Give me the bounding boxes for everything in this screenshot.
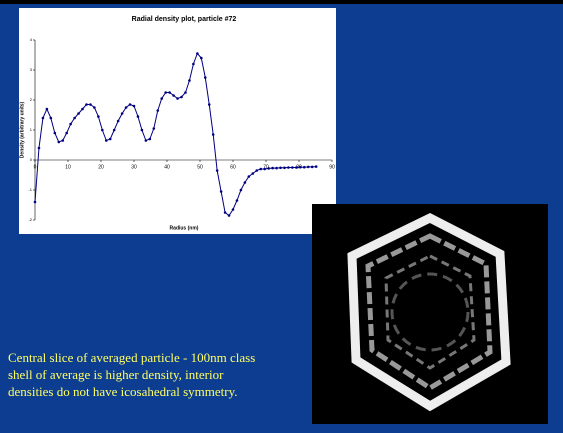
data-point <box>252 172 255 175</box>
y-axis-label: Density (arbitrary units) <box>19 101 25 158</box>
data-point <box>299 166 302 169</box>
data-point <box>192 63 195 66</box>
data-point <box>57 141 60 144</box>
data-point <box>224 211 227 214</box>
data-point <box>129 103 132 106</box>
data-point <box>46 108 49 111</box>
data-point <box>109 138 112 141</box>
x-tick-label: 10 <box>65 164 71 170</box>
data-point <box>160 97 163 100</box>
x-tick-label: 50 <box>197 164 203 170</box>
top-border <box>0 0 563 4</box>
data-point <box>125 106 128 109</box>
caption-line: densities do not have icosahedral symmet… <box>8 384 238 399</box>
chart-title: Radial density plot, particle #72 <box>132 16 237 23</box>
data-point <box>204 76 207 79</box>
data-point <box>240 189 243 192</box>
data-point <box>236 199 239 202</box>
data-point <box>311 166 314 169</box>
caption-line: shell of average is higher density, inte… <box>8 367 224 382</box>
x-tick-label: 90 <box>329 164 335 170</box>
data-point <box>208 103 211 106</box>
data-point <box>156 109 159 112</box>
data-point <box>101 129 104 132</box>
data-point <box>315 165 318 168</box>
data-point <box>93 106 96 109</box>
data-point <box>65 132 68 135</box>
data-point <box>168 91 171 94</box>
data-point <box>287 166 290 169</box>
data-point <box>50 117 53 120</box>
x-tick-label: 60 <box>230 164 236 170</box>
data-point <box>42 117 45 120</box>
data-point <box>85 103 88 106</box>
data-point <box>291 166 294 169</box>
slide-canvas: Radial density plot, particle #72 Radius… <box>0 0 563 428</box>
data-point <box>275 167 278 170</box>
data-point <box>77 112 80 115</box>
data-point <box>153 127 156 130</box>
data-point <box>283 167 286 170</box>
data-point <box>188 79 191 82</box>
data-point <box>38 147 41 150</box>
data-point <box>220 190 223 193</box>
data-point <box>184 91 187 94</box>
data-point <box>69 123 72 126</box>
data-point <box>248 175 251 178</box>
data-point <box>34 201 37 204</box>
data-point <box>228 214 231 217</box>
data-point <box>263 168 266 171</box>
data-point <box>89 103 92 106</box>
slide: Radial density plot, particle #72 Radius… <box>0 0 563 428</box>
data-point <box>180 96 183 99</box>
caption-line: Central slice of averaged particle - 100… <box>8 350 255 365</box>
data-point <box>97 115 100 118</box>
data-point <box>196 52 199 55</box>
data-point <box>141 129 144 132</box>
data-point <box>113 129 116 132</box>
data-point <box>81 108 84 111</box>
data-point <box>164 91 167 94</box>
data-point <box>303 166 306 169</box>
data-point <box>54 132 57 135</box>
data-point <box>244 181 247 184</box>
chart-area <box>19 8 336 234</box>
data-point <box>216 169 219 172</box>
x-tick-label: 20 <box>98 164 104 170</box>
data-point <box>61 139 64 142</box>
data-point <box>259 168 262 171</box>
x-tick-label: 0 <box>34 164 37 170</box>
x-axis-label: Radius (nm) <box>170 225 199 231</box>
x-tick-label: 40 <box>164 164 170 170</box>
data-point <box>117 120 120 123</box>
data-point <box>145 139 148 142</box>
data-point <box>137 115 140 118</box>
data-point <box>121 112 124 115</box>
data-point <box>200 57 203 60</box>
data-point <box>307 166 310 169</box>
data-point <box>172 94 175 97</box>
data-point <box>105 139 108 142</box>
x-tick-label: 30 <box>131 164 137 170</box>
data-point <box>255 169 258 172</box>
data-point <box>232 208 235 211</box>
data-point <box>176 97 179 100</box>
particle-image <box>312 204 548 424</box>
data-point <box>149 138 152 141</box>
data-point <box>271 167 274 170</box>
data-point <box>73 117 76 120</box>
data-point <box>212 133 215 136</box>
data-point <box>279 167 282 170</box>
data-point <box>133 105 136 108</box>
data-point <box>267 167 270 170</box>
data-point <box>295 166 298 169</box>
